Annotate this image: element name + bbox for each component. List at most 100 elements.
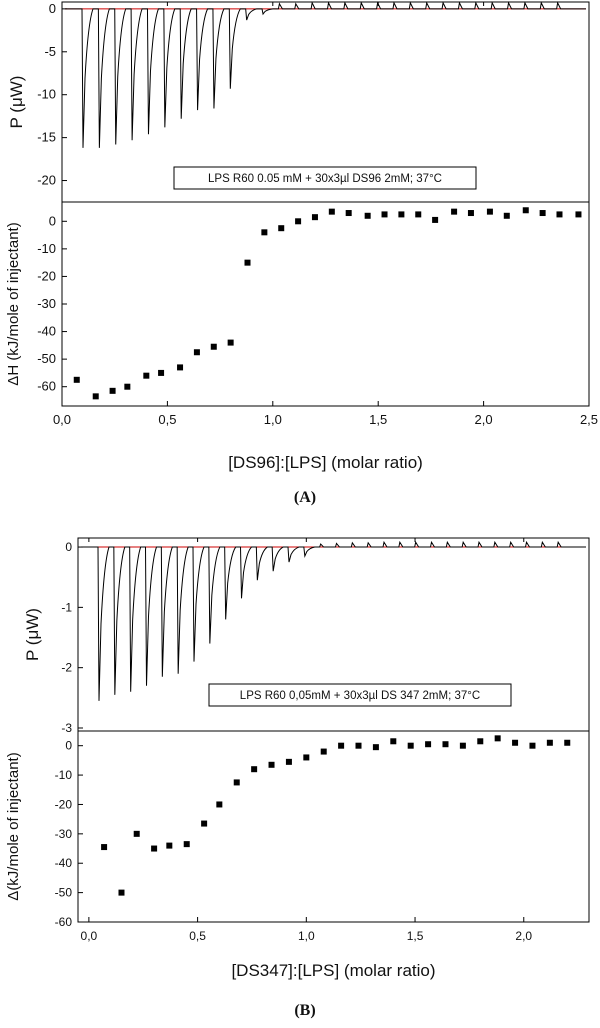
data-point <box>285 758 292 765</box>
annotation-text: LPS R60 0,05mM + 30x3µl DS 347 2mM; 37°C <box>240 690 480 702</box>
data-point <box>355 742 362 749</box>
data-point <box>227 339 234 346</box>
data-point <box>216 801 223 808</box>
lower-y-tick-label: -20 <box>55 797 73 811</box>
data-point <box>529 742 536 749</box>
upper-y-axis-label: P (μW) <box>23 608 42 661</box>
data-point <box>320 748 327 755</box>
lower-y-tick-label: 0 <box>65 739 72 753</box>
data-point <box>381 211 388 218</box>
data-point <box>183 841 190 848</box>
lower-y-tick-label: -30 <box>37 296 56 311</box>
data-point <box>512 739 519 746</box>
upper-y-axis-label: P (μW) <box>7 76 26 129</box>
upper-y-tick-label: -10 <box>37 87 56 102</box>
lower-y-tick-label: -10 <box>55 768 73 782</box>
data-point <box>459 742 466 749</box>
data-point <box>133 830 140 837</box>
annotation-box <box>208 683 512 707</box>
data-point <box>564 739 571 746</box>
x-tick-label: 1,0 <box>264 412 282 427</box>
data-point <box>546 739 553 746</box>
upper-y-tick-label: -1 <box>61 600 72 614</box>
x-tick-label: 2,0 <box>475 412 493 427</box>
data-point <box>109 387 116 394</box>
data-point <box>210 343 217 350</box>
data-point <box>372 744 379 751</box>
x-axis-label: [DS347]:[LPS] (molar ratio) <box>231 961 435 980</box>
lower-y-tick-label: -60 <box>37 379 56 394</box>
data-point <box>244 259 251 266</box>
data-point <box>328 208 335 215</box>
data-point <box>118 889 125 896</box>
lower-y-axis-label: Δ(kJ/mole of injectant) <box>5 752 22 900</box>
data-point <box>539 210 546 217</box>
x-tick-label: 1,0 <box>298 929 315 943</box>
upper-y-tick-label: -5 <box>44 44 56 59</box>
x-tick-label: 0,0 <box>81 929 98 943</box>
lower-y-tick-label: -30 <box>55 827 73 841</box>
upper-y-tick-label: -2 <box>61 661 72 675</box>
data-point <box>575 211 582 218</box>
data-point <box>261 229 268 236</box>
data-point <box>73 376 80 383</box>
lower-y-tick-label: -40 <box>55 856 73 870</box>
data-point <box>486 208 493 215</box>
data-point <box>151 845 158 852</box>
data-point <box>143 372 150 379</box>
lower-y-tick-label: 0 <box>49 213 56 228</box>
upper-y-tick-label: -15 <box>37 130 56 145</box>
upper-y-tick-label: -20 <box>37 173 56 188</box>
upper-y-tick-label: -3 <box>61 721 72 735</box>
data-point <box>364 212 371 219</box>
data-point <box>303 754 310 761</box>
data-point <box>124 383 131 390</box>
data-point <box>158 369 165 376</box>
data-point <box>193 349 200 356</box>
x-tick-label: 2,5 <box>580 412 598 427</box>
panel-b: 0-1-2-30-10-20-30-40-50-600,0 0,5 1,0 1,5 2,… <box>5 537 590 1019</box>
data-point <box>390 738 397 745</box>
data-point <box>278 225 285 232</box>
lower-y-tick-label: -50 <box>55 886 73 900</box>
data-point <box>556 211 563 218</box>
x-tick-label: 2,0 <box>515 929 532 943</box>
data-point <box>451 208 458 215</box>
data-point <box>166 842 173 849</box>
x-axis-label: [DS96]:[LPS] (molar ratio) <box>228 453 423 472</box>
data-point <box>268 761 275 768</box>
annotation-box <box>173 166 477 190</box>
x-tick-label: 0,5 <box>158 412 176 427</box>
data-point <box>251 766 258 773</box>
power-trace <box>65 1 586 148</box>
power-trace <box>81 540 586 701</box>
panel-caption: (A) <box>294 489 316 506</box>
panel-caption: (B) <box>294 1002 315 1019</box>
data-point <box>467 210 474 217</box>
data-point <box>432 216 439 223</box>
annotation-text: LPS R60 0.05 mM + 30x3µl DS96 2mM; 37°C <box>208 173 442 185</box>
data-point <box>92 393 99 400</box>
data-point <box>398 211 405 218</box>
lower-y-tick-label: -10 <box>37 241 56 256</box>
data-point <box>101 844 108 851</box>
data-point <box>477 738 484 745</box>
data-point <box>425 741 432 748</box>
upper-y-tick-label: 0 <box>65 540 72 554</box>
data-point <box>503 212 510 219</box>
data-point <box>407 742 414 749</box>
data-point <box>177 364 184 371</box>
data-point <box>442 741 449 748</box>
x-tick-label: 1,5 <box>407 929 424 943</box>
lower-y-axis-label: ΔH (kJ/mole of injectant) <box>5 222 22 385</box>
upper-y-tick-label: 0 <box>49 1 56 16</box>
x-tick-label: 0,0 <box>53 412 71 427</box>
data-point <box>522 207 529 214</box>
x-tick-label: 1,5 <box>369 412 387 427</box>
lower-y-tick-label: -20 <box>37 268 56 283</box>
lower-plot-frame <box>61 201 590 407</box>
panel-a: 0 -5 -10 -15 -20 0 -10 -20 -30 -40 -50 -60 0,0 0,5 1,0… <box>5 1 598 506</box>
data-point <box>295 218 302 225</box>
lower-plot-frame <box>77 730 590 923</box>
